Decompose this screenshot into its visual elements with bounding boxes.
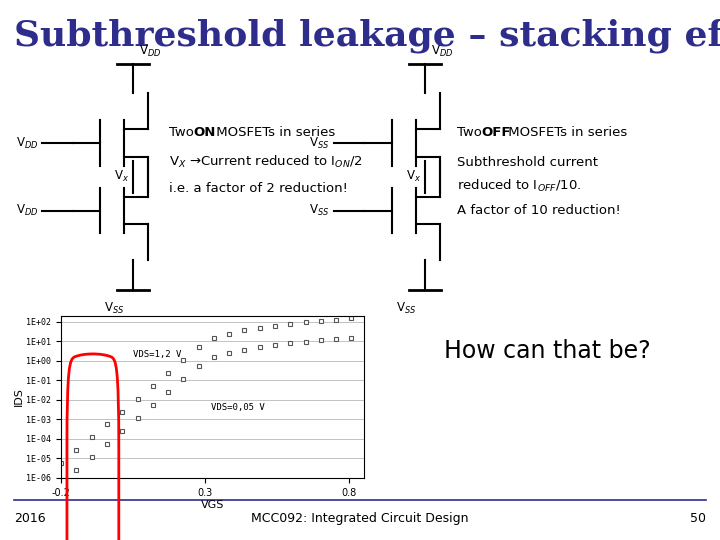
Text: reduced to I$_{OFF}$/10.: reduced to I$_{OFF}$/10. — [457, 178, 582, 194]
Text: OFF: OFF — [481, 126, 510, 139]
Text: VDS=0,05 V: VDS=0,05 V — [211, 403, 265, 412]
Text: Two: Two — [169, 126, 198, 139]
Text: V$_{SS}$: V$_{SS}$ — [310, 136, 330, 151]
Text: V$_x$: V$_x$ — [114, 170, 130, 184]
Text: i.e. a factor of 2 reduction!: i.e. a factor of 2 reduction! — [169, 183, 348, 195]
Text: V$_X$ →Current reduced to I$_{ON}$/2: V$_X$ →Current reduced to I$_{ON}$/2 — [169, 154, 363, 170]
Text: Subthreshold current: Subthreshold current — [457, 156, 598, 168]
Text: 50: 50 — [690, 512, 706, 525]
Text: V$_{DD}$: V$_{DD}$ — [16, 203, 38, 218]
Text: V$_x$: V$_x$ — [406, 170, 421, 184]
Text: MOSFETs in series: MOSFETs in series — [212, 126, 335, 139]
Text: MCC092: Integrated Circuit Design: MCC092: Integrated Circuit Design — [251, 512, 469, 525]
Text: V$_{DD}$: V$_{DD}$ — [139, 44, 161, 59]
Text: V$_{DD}$: V$_{DD}$ — [431, 44, 453, 59]
Text: How can that be?: How can that be? — [444, 339, 650, 363]
Text: V$_{SS}$: V$_{SS}$ — [310, 203, 330, 218]
Text: Two: Two — [457, 126, 486, 139]
Text: V$_{SS}$: V$_{SS}$ — [104, 301, 125, 316]
Text: Subthreshold leakage – stacking effect: Subthreshold leakage – stacking effect — [14, 19, 720, 53]
X-axis label: VGS: VGS — [201, 501, 224, 510]
Text: ON: ON — [193, 126, 215, 139]
Text: A factor of 10 reduction!: A factor of 10 reduction! — [457, 204, 621, 217]
Text: V$_{DD}$: V$_{DD}$ — [16, 136, 38, 151]
Text: MOSFETs in series: MOSFETs in series — [504, 126, 627, 139]
Text: VDS=1,2 V: VDS=1,2 V — [133, 350, 181, 359]
Text: 2016: 2016 — [14, 512, 46, 525]
Text: V$_{SS}$: V$_{SS}$ — [396, 301, 416, 316]
Y-axis label: IDS: IDS — [14, 388, 24, 406]
